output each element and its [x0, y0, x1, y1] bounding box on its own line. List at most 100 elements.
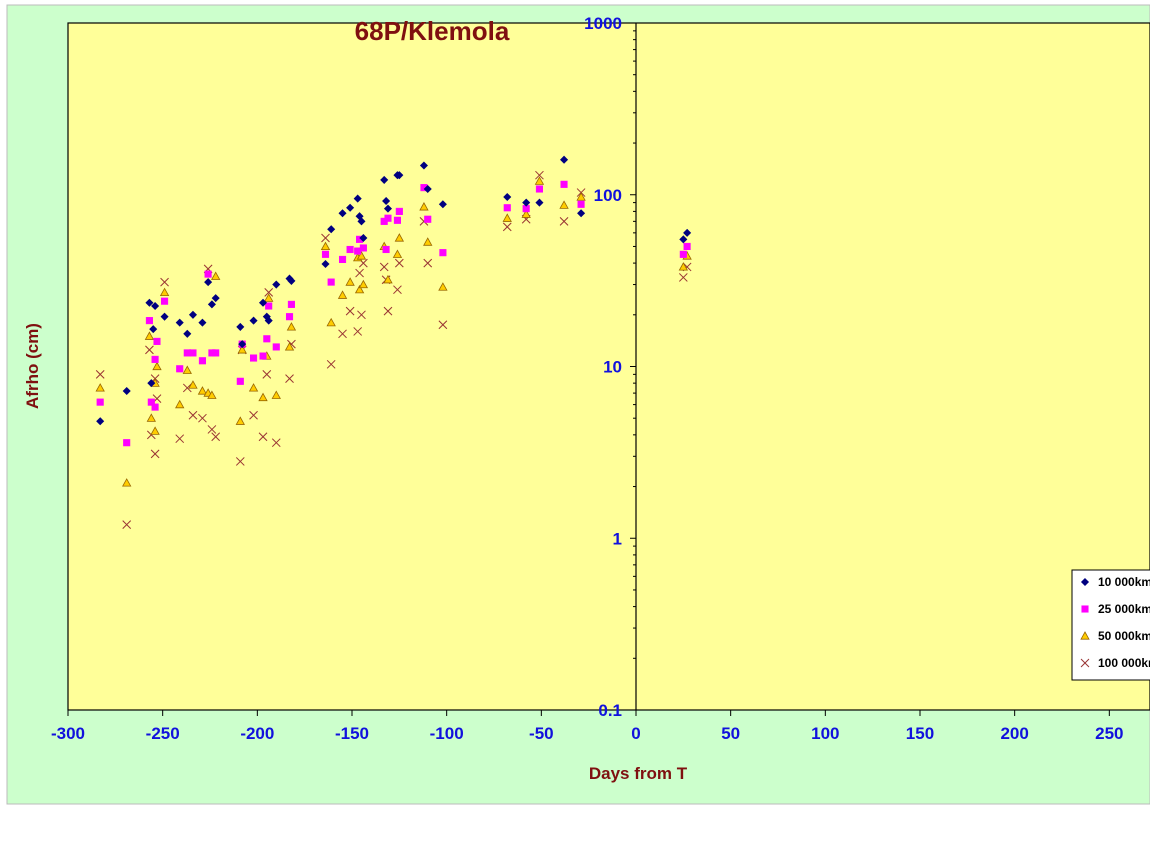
y-tick-label: 1000: [584, 14, 622, 33]
x-marker-stroke: [122, 520, 132, 530]
data-point: [211, 294, 220, 303]
data-point: [383, 274, 393, 284]
data-point: [326, 359, 336, 369]
data-point: [503, 204, 511, 212]
data-point: [357, 310, 366, 320]
x-marker-stroke: [207, 425, 217, 434]
x-marker-stroke: [345, 306, 355, 316]
legend-box: [1071, 569, 1150, 681]
data-point: [560, 180, 568, 188]
data-point: [384, 214, 392, 222]
data-point: [683, 228, 692, 237]
data-point: [438, 200, 447, 209]
data-point: [535, 198, 544, 207]
data-point: [238, 340, 247, 349]
x-marker-stroke: [1080, 658, 1090, 668]
x-tick-label: -300: [51, 724, 85, 743]
data-point: [153, 337, 161, 345]
data-point: [198, 357, 206, 365]
data-point: [327, 225, 336, 234]
data-point: [424, 215, 432, 223]
data-point: [204, 270, 212, 278]
data-point: [438, 282, 448, 291]
data-point: [235, 416, 245, 425]
data-point: [327, 278, 335, 286]
x-marker-stroke: [145, 345, 154, 355]
data-point: [236, 377, 244, 385]
data-point: [182, 365, 192, 374]
data-point: [395, 207, 403, 215]
data-point: [197, 386, 208, 395]
x-marker-stroke: [321, 233, 330, 243]
data-point: [419, 202, 429, 211]
y-tick-label: 100: [594, 186, 622, 205]
legend-label: 100 000km: [1098, 656, 1150, 670]
data-point: [175, 399, 185, 409]
data-point: [423, 184, 432, 194]
data-point: [151, 403, 159, 411]
x-marker-stroke: [394, 258, 404, 268]
data-point: [144, 331, 155, 340]
data-point: [258, 392, 268, 402]
data-point: [271, 390, 281, 399]
data-point: [678, 262, 689, 271]
data-point: [346, 245, 354, 254]
data-point: [438, 320, 448, 330]
x-marker-stroke: [326, 359, 336, 369]
data-point: [356, 251, 367, 260]
x-tick-label: 250: [1095, 724, 1123, 743]
data-point: [359, 244, 367, 252]
x-marker-stroke: [353, 327, 363, 336]
data-point: [284, 342, 295, 351]
data-point: [502, 213, 512, 222]
data-point: [95, 383, 105, 392]
data-point: [338, 329, 347, 339]
x-tick-label: -50: [529, 724, 554, 743]
data-point: [287, 276, 296, 285]
y-tick-label: 1: [613, 529, 622, 548]
data-point: [272, 280, 281, 289]
data-point: [345, 306, 355, 316]
data-point: [382, 196, 391, 205]
x-marker-stroke: [535, 170, 544, 180]
data-point: [147, 379, 156, 388]
data-point: [321, 250, 330, 258]
data-point: [175, 318, 184, 327]
data-point: [286, 322, 297, 331]
x-marker-stroke: [175, 434, 185, 444]
data-point: [502, 222, 512, 232]
data-point: [96, 417, 105, 426]
data-point: [393, 216, 401, 224]
data-point: [265, 302, 273, 310]
data-point: [198, 318, 207, 327]
x-axis-title: Days from T: [589, 764, 688, 783]
x-tick-label: -200: [240, 724, 274, 743]
x-marker-stroke: [182, 383, 192, 393]
data-point: [207, 390, 217, 399]
x-marker-stroke: [355, 268, 364, 278]
x-marker-stroke: [150, 449, 160, 459]
data-point: [287, 300, 295, 308]
data-point: [249, 410, 258, 420]
data-point: [211, 432, 221, 442]
data-point: [559, 200, 569, 209]
data-point: [521, 209, 531, 218]
data-point: [264, 293, 274, 302]
data-point: [560, 155, 569, 164]
data-point: [354, 284, 365, 294]
data-point: [211, 271, 221, 280]
data-point: [264, 316, 273, 325]
x-tick-label: 100: [811, 724, 839, 743]
data-points: [95, 155, 692, 530]
data-point: [159, 287, 170, 297]
data-point: [189, 349, 197, 357]
data-point: [383, 306, 393, 316]
data-point: [576, 192, 586, 201]
data-point: [122, 520, 132, 530]
data-point: [123, 439, 131, 447]
x-marker-stroke: [423, 258, 433, 268]
legend-label: 25 000km: [1098, 602, 1150, 616]
data-point: [175, 434, 185, 444]
x-marker-stroke: [678, 273, 688, 282]
